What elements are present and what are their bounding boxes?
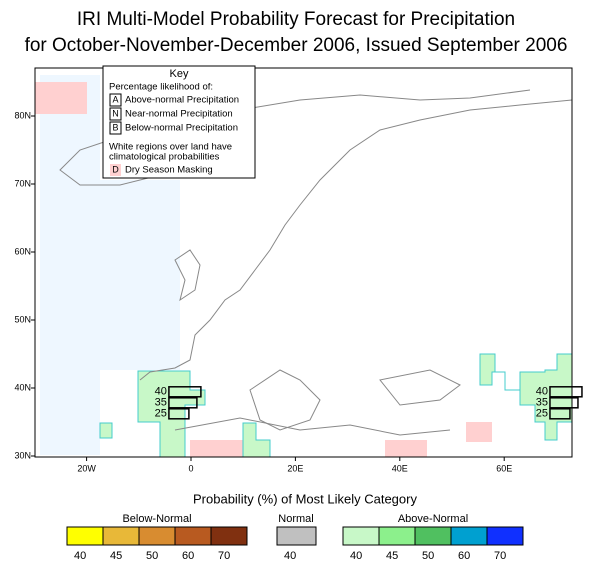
prob-label: 35 <box>155 397 167 409</box>
lon-label: 0 <box>188 463 193 473</box>
key-item: Near-normal Precipitation <box>125 109 233 120</box>
legend-swatch <box>66 526 104 546</box>
legend-swatch <box>414 526 452 546</box>
key-letter: N <box>112 108 119 118</box>
legend-swatch <box>210 526 248 546</box>
legend-tick: 60 <box>182 550 194 562</box>
legend-swatch <box>450 526 488 546</box>
title-line: for October-November-December 2006, Issu… <box>25 35 568 56</box>
legend-swatch <box>486 526 524 546</box>
lon-label: 20E <box>287 463 303 473</box>
key-note: climatological probabilities <box>109 152 220 163</box>
legend-swatch <box>138 526 176 546</box>
above-region <box>99 422 113 439</box>
legend: Probability (%) of Most Likely Category … <box>66 491 524 562</box>
key-letter: B <box>112 122 118 132</box>
ocean-shade <box>40 75 100 455</box>
prob-box <box>549 408 571 420</box>
key-letter-box <box>109 121 122 135</box>
prob-label: 25 <box>536 408 548 420</box>
key-letter-box <box>109 107 122 121</box>
lat-label: 60N <box>14 246 31 256</box>
key-title: Key <box>170 68 189 80</box>
key-item: Below-normal Precipitation <box>125 123 238 134</box>
prob-box <box>549 386 583 398</box>
lon-label: 60E <box>496 463 512 473</box>
legend-group-name: Below-Normal <box>122 513 191 525</box>
coastline <box>174 249 201 302</box>
key-item: Above-normal Precipitation <box>125 95 239 106</box>
lat-label: 80N <box>14 110 31 120</box>
legend-group-name: Normal <box>278 513 313 525</box>
prob-box <box>168 408 190 420</box>
key-item: Dry Season Masking <box>125 165 213 176</box>
legend-swatch <box>378 526 416 546</box>
lat-label: 50N <box>14 314 31 324</box>
title-line: IRI Multi-Model Probability Forecast for… <box>77 9 515 30</box>
key-letter: A <box>112 94 118 104</box>
lon-label: 20W <box>77 463 96 473</box>
prob-box <box>549 397 579 409</box>
legend-swatch <box>276 526 317 546</box>
lat-label: 40N <box>14 382 31 392</box>
key-letter: D <box>112 164 119 174</box>
legend-tick: 40 <box>350 550 362 562</box>
key-box <box>102 65 256 179</box>
prob-label: 25 <box>155 408 167 420</box>
key-letter-box <box>110 164 121 176</box>
legend-tick: 50 <box>146 550 158 562</box>
legend-tick: 60 <box>458 550 470 562</box>
coastline <box>249 369 321 431</box>
key-subtitle: Percentage likelihood of: <box>109 82 213 93</box>
legend-swatch <box>174 526 212 546</box>
map <box>34 67 573 458</box>
dry-mask <box>35 82 87 114</box>
legend-swatch <box>102 526 140 546</box>
legend-tick: 45 <box>386 550 398 562</box>
legend-tick: 50 <box>422 550 434 562</box>
prob-label: 35 <box>536 397 548 409</box>
prob-label: 40 <box>155 386 167 398</box>
legend-swatch <box>342 526 380 546</box>
dry-mask <box>466 422 492 442</box>
above-region <box>137 370 206 458</box>
coastline <box>174 417 451 436</box>
coastline <box>139 99 573 381</box>
legend-tick: 70 <box>218 550 230 562</box>
legend-tick: 45 <box>110 550 122 562</box>
ocean-shade <box>100 180 180 370</box>
prob-box <box>168 397 198 409</box>
map-frame <box>34 67 573 458</box>
dry-mask <box>385 440 427 457</box>
prob-box <box>168 386 202 398</box>
lat-label: 70N <box>14 178 31 188</box>
legend-title: Probability (%) of Most Likely Category <box>193 491 417 506</box>
key-letter-box <box>109 93 122 107</box>
legend-tick: 40 <box>284 550 296 562</box>
coastline <box>379 369 461 406</box>
lat-label: 30N <box>14 450 31 460</box>
lon-label: 40E <box>392 463 408 473</box>
prob-label: 40 <box>536 386 548 398</box>
legend-group-name: Above-Normal <box>398 513 468 525</box>
key-note: White regions over land have <box>109 142 232 153</box>
key: Key Percentage likelihood of: White regi… <box>102 65 256 179</box>
legend-tick: 70 <box>494 550 506 562</box>
legend-tick: 40 <box>74 550 86 562</box>
